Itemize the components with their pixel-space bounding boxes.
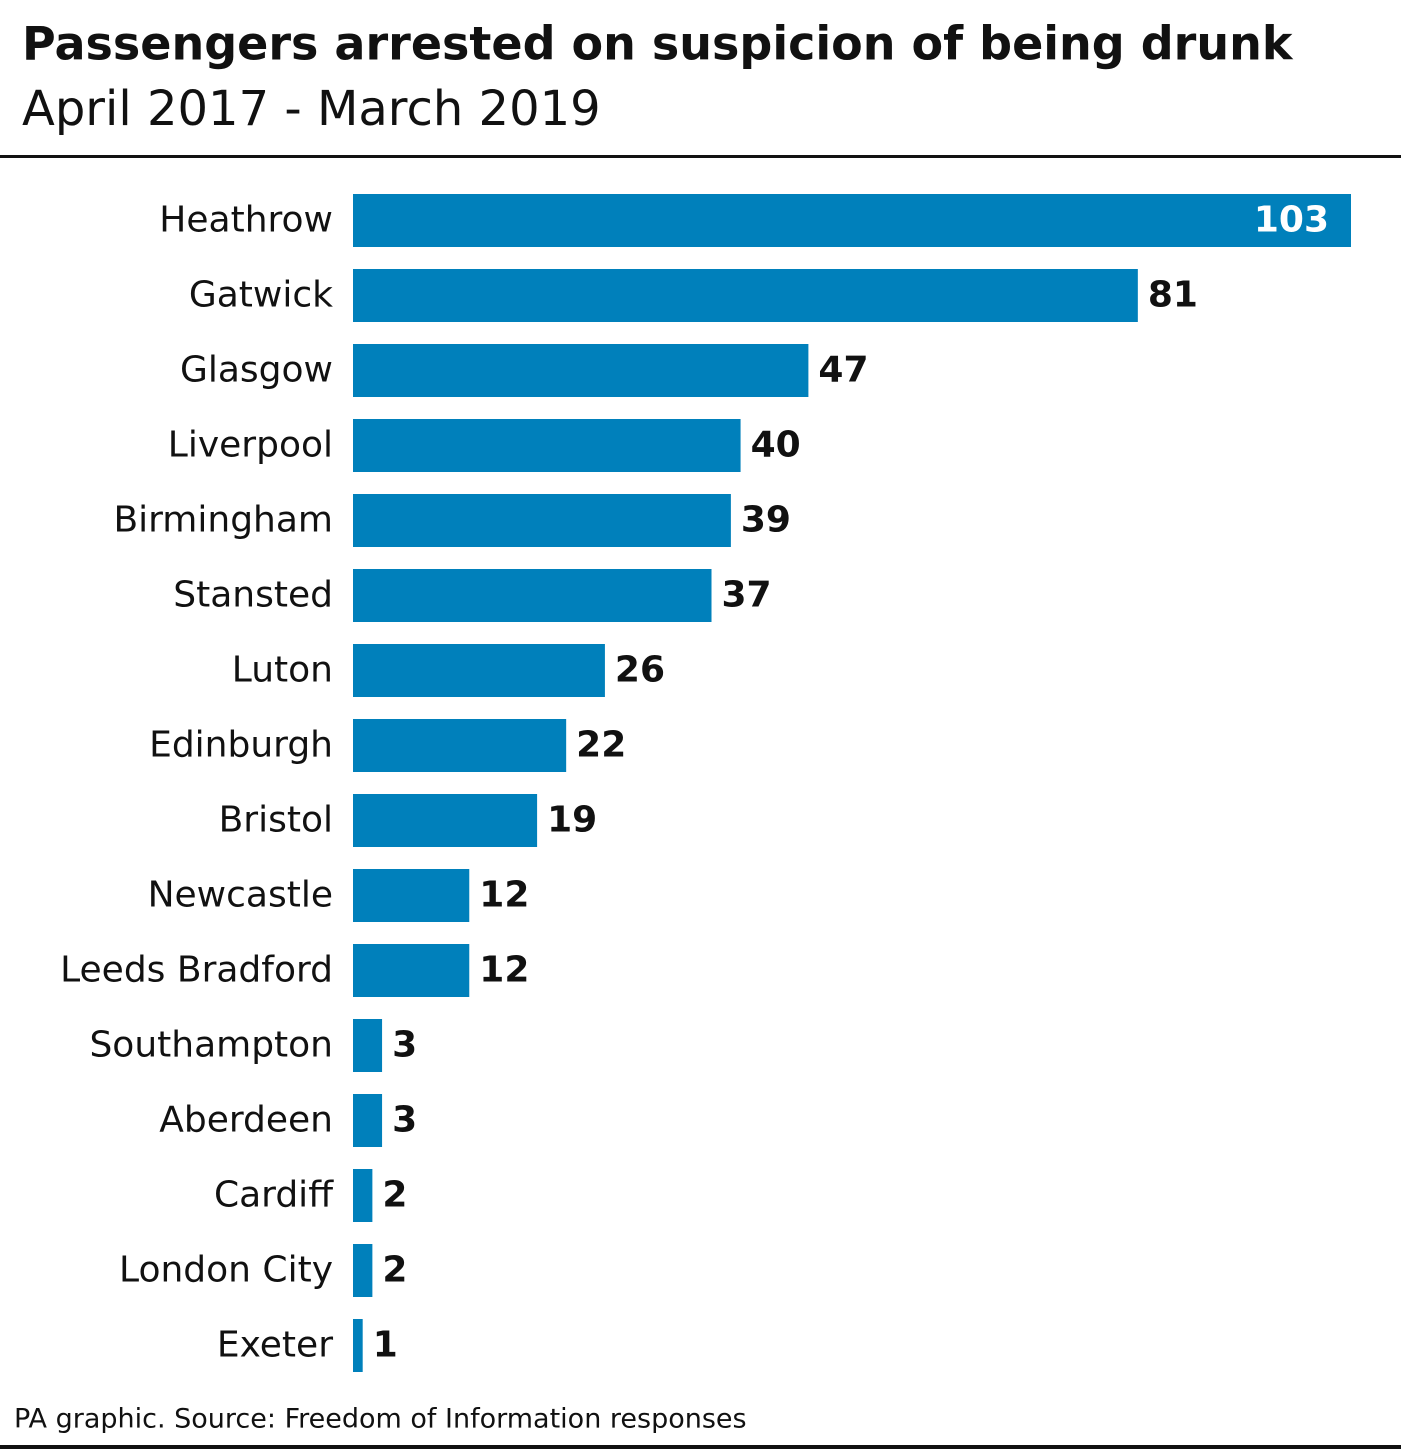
bar [353, 194, 1351, 247]
bar [353, 944, 470, 997]
category-label: Glasgow [180, 350, 333, 391]
bar [353, 644, 605, 697]
category-label: Exeter [217, 1325, 333, 1366]
category-label: Edinburgh [149, 725, 333, 766]
value-label: 2 [382, 1250, 407, 1291]
bar [353, 269, 1138, 322]
chart-title: Passengers arrested on suspicion of bein… [22, 17, 1294, 71]
bottom-rule [0, 1445, 1401, 1449]
bar [353, 419, 741, 472]
value-label: 81 [1148, 275, 1198, 316]
category-label: Heathrow [159, 200, 333, 241]
category-label: Gatwick [189, 275, 333, 316]
category-label: London City [119, 1250, 333, 1291]
value-label: 26 [615, 650, 665, 691]
value-label: 22 [576, 725, 626, 766]
value-label: 103 [1254, 200, 1329, 241]
chart-subtitle: April 2017 - March 2019 [22, 81, 601, 137]
category-label: Southampton [89, 1025, 333, 1066]
value-label: 37 [722, 575, 772, 616]
value-label: 2 [382, 1175, 407, 1216]
bar [353, 569, 712, 622]
category-label: Aberdeen [159, 1100, 333, 1141]
value-label: 1 [373, 1325, 398, 1366]
value-label: 19 [547, 800, 597, 841]
category-label: Birmingham [113, 500, 333, 541]
bar [353, 869, 470, 922]
value-label: 3 [392, 1100, 417, 1141]
bar [353, 494, 731, 547]
source-note: PA graphic. Source: Freedom of Informati… [14, 1404, 747, 1435]
value-label: 12 [479, 875, 529, 916]
bar [353, 344, 809, 397]
bar [353, 719, 567, 772]
category-label: Stansted [173, 575, 333, 616]
value-label: 39 [741, 500, 791, 541]
value-label: 12 [479, 950, 529, 991]
value-label: 47 [818, 350, 868, 391]
bar [353, 794, 538, 847]
category-label: Bristol [219, 800, 333, 841]
bar [353, 1169, 373, 1222]
bar [353, 1319, 363, 1372]
category-label: Luton [232, 650, 333, 691]
category-label: Newcastle [148, 875, 333, 916]
bar [353, 1244, 373, 1297]
category-label: Cardiff [214, 1175, 334, 1216]
value-label: 40 [751, 425, 801, 466]
category-label: Liverpool [168, 425, 333, 466]
top-rule [0, 155, 1401, 158]
bar [353, 1094, 383, 1147]
value-label: 3 [392, 1025, 417, 1066]
bar [353, 1019, 383, 1072]
category-label: Leeds Bradford [60, 950, 333, 991]
